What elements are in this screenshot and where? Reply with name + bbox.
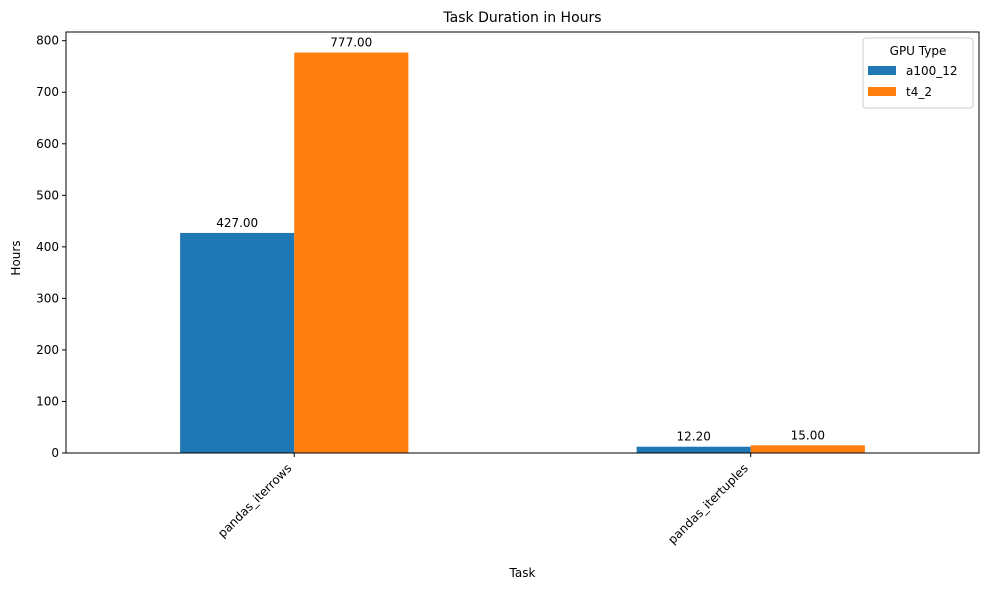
y-tick-label: 400 bbox=[36, 240, 59, 254]
data-label-a100_12-pandas_iterrows: 427.00 bbox=[216, 216, 258, 230]
y-axis-label: Hours bbox=[9, 240, 23, 275]
x-axis-label: Task bbox=[509, 566, 536, 580]
y-tick-label: 700 bbox=[36, 85, 59, 99]
plot-area: 427.00 12.20 777.00 15.00 0 100 200 300 400 500 60… bbox=[36, 31, 980, 547]
y-tick-label: 0 bbox=[51, 446, 59, 460]
y-tick-label: 300 bbox=[36, 291, 59, 305]
x-tick-label: pandas_itertuples bbox=[665, 461, 751, 547]
legend: GPU Type a100_12 t4_2 bbox=[862, 37, 974, 109]
bar-t4_2-pandas_iterrows bbox=[294, 52, 409, 454]
y-tick-label: 800 bbox=[36, 34, 59, 48]
legend-label-t4_2: t4_2 bbox=[906, 85, 932, 99]
bar-a100_12-pandas_iterrows bbox=[180, 232, 295, 453]
legend-swatch-t4_2 bbox=[868, 87, 896, 96]
data-label-t4_2-pandas_itertuples: 15.00 bbox=[791, 428, 825, 442]
y-tick-label: 600 bbox=[36, 137, 59, 151]
legend-label-a100_12: a100_12 bbox=[906, 64, 958, 78]
bar-a100_12-pandas_itertuples bbox=[636, 446, 751, 453]
x-tick-label: pandas_iterrows bbox=[215, 461, 294, 540]
data-label-t4_2-pandas_iterrows: 777.00 bbox=[330, 36, 372, 50]
data-label-a100_12-pandas_itertuples: 12.20 bbox=[677, 430, 711, 444]
y-tick-label: 100 bbox=[36, 394, 59, 408]
bar-t4_2-pandas_itertuples bbox=[750, 445, 865, 453]
legend-title: GPU Type bbox=[890, 44, 947, 58]
plot-frame bbox=[65, 31, 980, 454]
y-tick-label: 500 bbox=[36, 188, 59, 202]
chart-title: Task Duration in Hours bbox=[442, 10, 601, 26]
y-tick-label: 200 bbox=[36, 343, 59, 357]
legend-swatch-a100_12 bbox=[868, 66, 896, 75]
